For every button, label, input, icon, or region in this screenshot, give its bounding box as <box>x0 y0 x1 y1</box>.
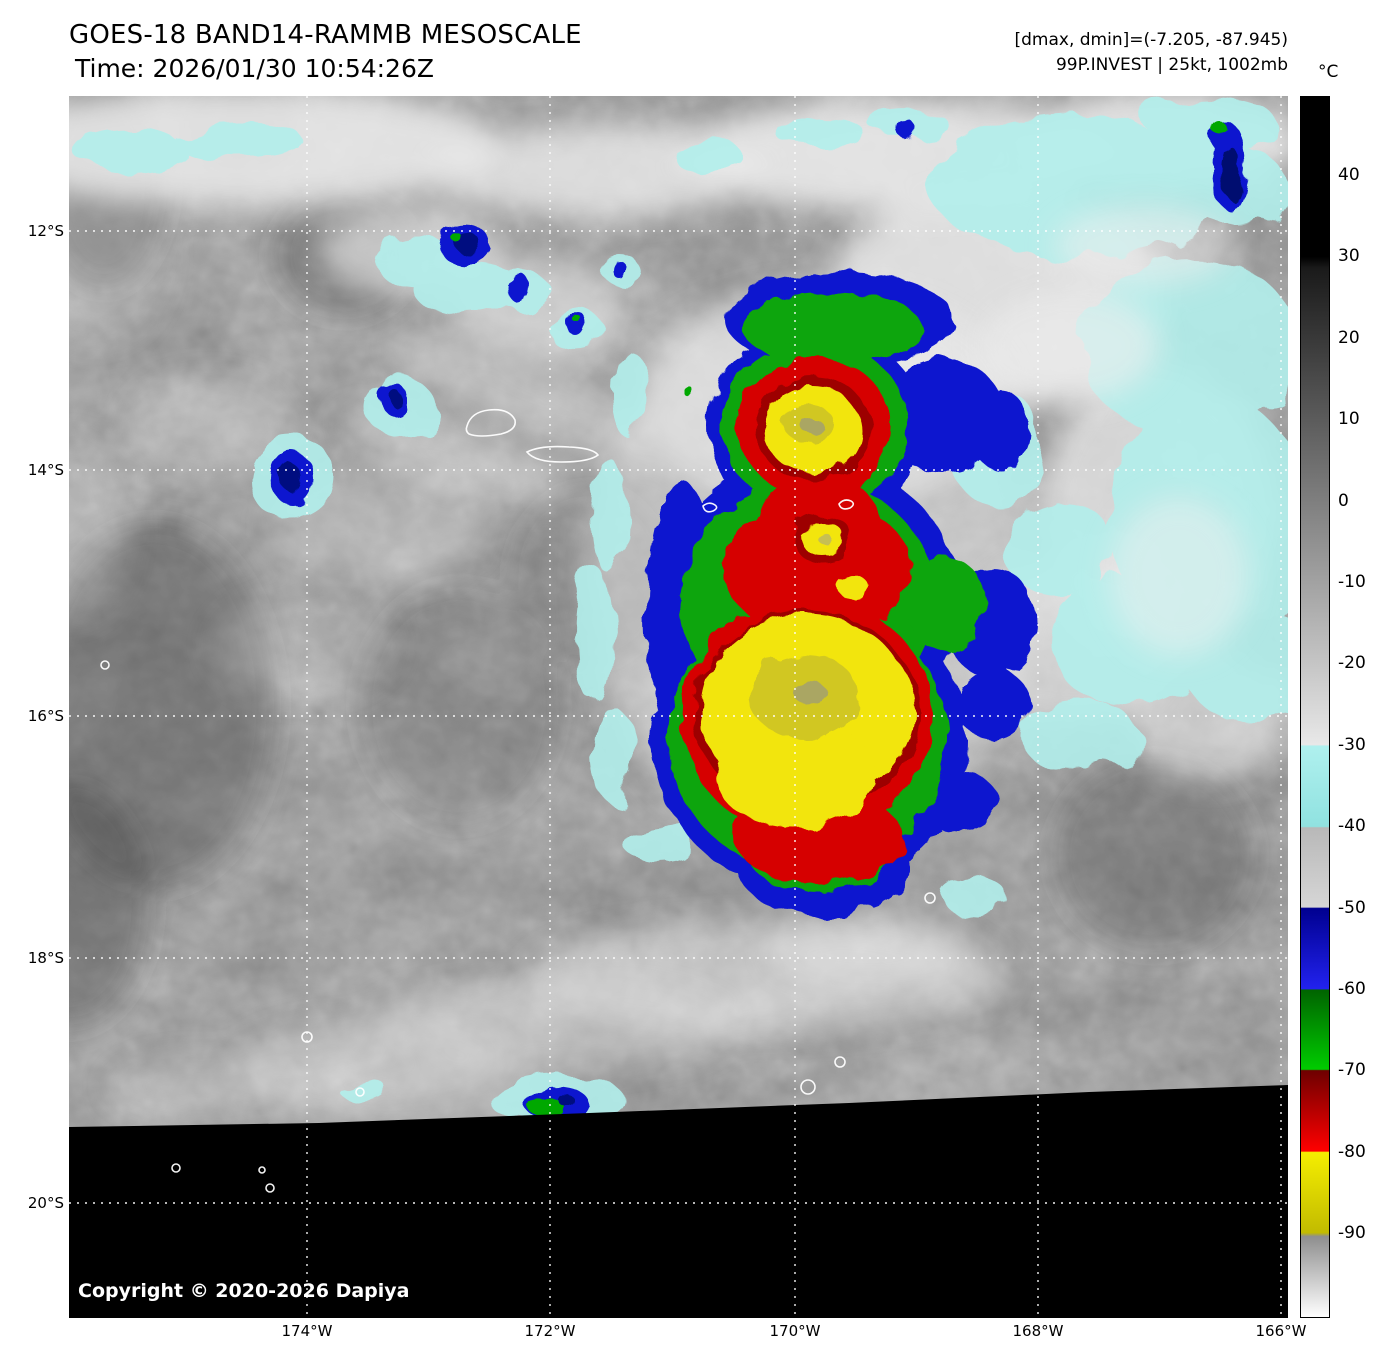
lon-label: 168°W <box>1012 1322 1064 1340</box>
colorbar-tick-label: -50 <box>1338 898 1366 918</box>
colorbar-tick-label: 40 <box>1338 165 1360 185</box>
copyright-text: Copyright © 2020-2026 Dapiya <box>78 1280 410 1302</box>
colorbar-tick-label: -20 <box>1338 653 1366 673</box>
colorbar-tick-label: -40 <box>1338 816 1366 836</box>
satellite-map <box>0 81 1319 1318</box>
storm-id-readout: 99P.INVEST | 25kt, 1002mb <box>1055 55 1288 75</box>
colorbar-tick-label: -60 <box>1338 979 1366 999</box>
colorbar-tick-label: -70 <box>1338 1060 1366 1080</box>
no-data-region <box>69 1085 1288 1318</box>
temperature-colorbar <box>1300 96 1330 1318</box>
lat-label: 18°S <box>27 949 64 967</box>
colorbar-tick-label: 10 <box>1338 409 1360 429</box>
lat-label: 14°S <box>27 461 64 479</box>
lat-label: 16°S <box>27 707 64 725</box>
storm-system <box>646 272 1036 916</box>
lon-label: 166°W <box>1255 1322 1307 1340</box>
satellite-image <box>0 81 1319 1318</box>
colorbar-unit-label: °C <box>1318 62 1339 82</box>
dmax-dmin-readout: [dmax, dmin]=(-7.205, -87.945) <box>1014 30 1289 50</box>
colorbar-tick-label: -90 <box>1338 1223 1366 1243</box>
colorbar-tick-label: 20 <box>1338 328 1360 348</box>
lon-label: 174°W <box>281 1322 333 1340</box>
storm-coldest-core <box>749 405 859 738</box>
colorbar-tick-label: -80 <box>1338 1142 1366 1162</box>
product-time: Time: 2026/01/30 10:54:26Z <box>75 54 434 83</box>
scattered-cold-cells <box>271 118 1245 1122</box>
lat-label: 20°S <box>27 1194 64 1212</box>
colorbar-tick-label: -10 <box>1338 572 1366 592</box>
colorbar-tick-label: 0 <box>1338 491 1349 511</box>
bright-over-cirrus <box>979 206 1249 656</box>
colorbar-tick-label: -30 <box>1338 735 1366 755</box>
latlon-grid <box>69 96 1288 1318</box>
coastline-outlines <box>100 408 936 1193</box>
lon-label: 172°W <box>524 1322 576 1340</box>
colorbar-tick-label: 30 <box>1338 246 1360 266</box>
product-title: GOES-18 BAND14-RAMMB MESOSCALE <box>69 20 582 50</box>
lat-label: 12°S <box>27 222 64 240</box>
lon-label: 170°W <box>769 1322 821 1340</box>
